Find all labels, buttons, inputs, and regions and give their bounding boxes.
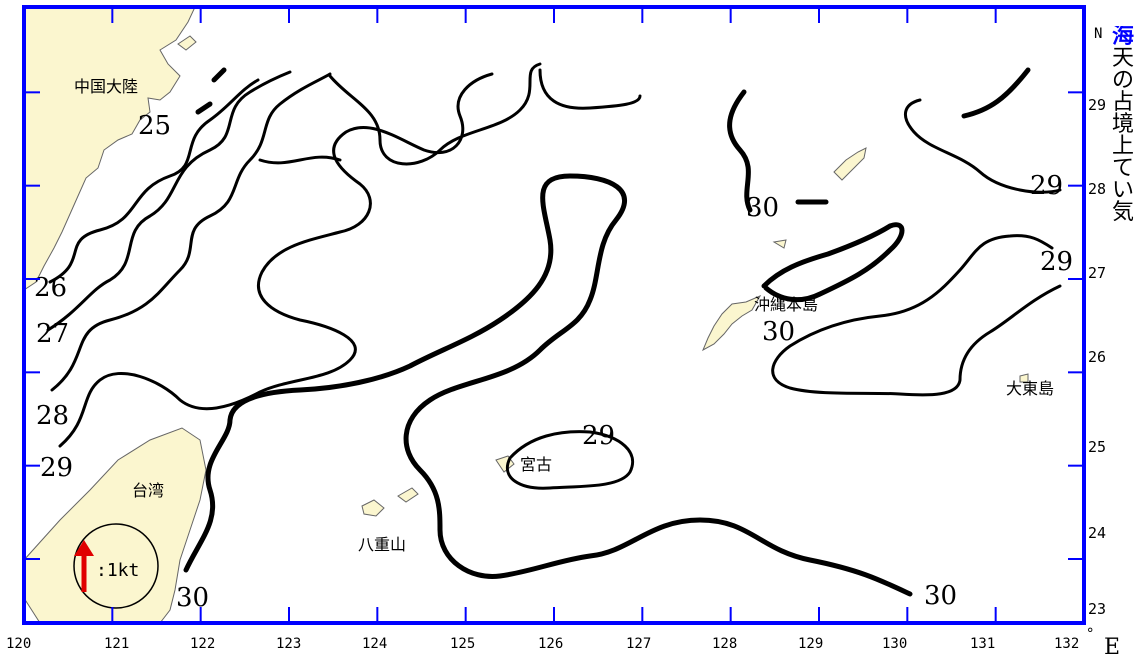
iso-label-29-ne: 29 xyxy=(1030,171,1063,201)
isotherm-29-east xyxy=(771,234,1062,397)
lat-23: 23 xyxy=(1088,600,1106,618)
side-text-line: 上 xyxy=(1112,134,1134,159)
lat-24: 24 xyxy=(1088,524,1106,542)
iso-label-27: 27 xyxy=(36,319,69,349)
scale-label: :1kt xyxy=(96,560,139,581)
iso-label-26: 26 xyxy=(34,273,67,303)
iso-label-29-e: 29 xyxy=(1040,247,1073,277)
scale-circle xyxy=(73,523,159,609)
region-miyako: 宮古 xyxy=(520,455,552,474)
region-mainland: 中国大陸 xyxy=(74,77,138,96)
side-text-line: の xyxy=(1112,68,1134,93)
region-yaeyama: 八重山 xyxy=(358,535,406,554)
isotherm-29-loop xyxy=(506,430,634,490)
taiwan-land xyxy=(23,427,207,624)
isotherm-27 xyxy=(46,70,292,332)
isotherm-29-west xyxy=(58,72,494,448)
iso-label-30-n: 30 xyxy=(746,193,779,223)
isotherm-29-north xyxy=(538,68,642,110)
isotherm-29-central xyxy=(328,62,542,166)
degree-mark: ° xyxy=(1086,626,1094,642)
lon-131: 131 xyxy=(970,636,995,652)
lon-labels: 120 121 122 123 124 125 126 127 128 129 … xyxy=(6,636,1079,652)
yaeyama-island-2 xyxy=(397,487,419,503)
okinawa-island xyxy=(701,294,762,352)
isotherm-26 xyxy=(48,78,260,284)
iso-label-30-tw: 30 xyxy=(176,583,209,613)
lon-132: 132 xyxy=(1054,636,1079,652)
region-taiwan: 台湾 xyxy=(132,481,164,500)
isotherm-lines-thin xyxy=(46,62,1062,490)
mainland-coast-stroke-2 xyxy=(195,101,213,115)
region-okinawa: 沖縄本島 xyxy=(754,295,818,314)
side-text-line: て xyxy=(1112,156,1134,181)
lat-labels: 29 28 27 26 25 24 23 xyxy=(1088,96,1106,618)
iso-label-29-miyako: 29 xyxy=(582,421,615,451)
lon-124: 124 xyxy=(362,636,387,652)
daito-island xyxy=(1019,373,1029,383)
lat-25: 25 xyxy=(1088,438,1106,456)
yaeyama-island xyxy=(361,499,385,517)
lon-127: 127 xyxy=(626,636,651,652)
iso-label-29-w: 29 xyxy=(40,453,73,483)
side-text-line: 気 xyxy=(1112,200,1134,224)
lon-126: 126 xyxy=(538,636,563,652)
coastal-island xyxy=(177,35,197,51)
isotherm-labels: 25 26 27 28 29 29 29 29 30 30 30 30 xyxy=(34,111,1073,613)
lat-29: 29 xyxy=(1088,96,1106,114)
axis-e-label: E xyxy=(1104,635,1120,660)
iso-label-28: 28 xyxy=(36,401,69,431)
lon-122: 122 xyxy=(190,636,215,652)
isotherm-30-main xyxy=(183,173,913,597)
small-island xyxy=(772,239,787,249)
lon-130: 130 xyxy=(882,636,907,652)
lon-123: 123 xyxy=(276,636,301,652)
isotherm-30-ne xyxy=(961,67,1031,119)
isotherm-29-fringe xyxy=(258,155,342,165)
isotherm-28 xyxy=(50,72,332,392)
side-text-line: 占 xyxy=(1112,90,1134,115)
lat-26: 26 xyxy=(1088,348,1106,366)
lat-27: 27 xyxy=(1088,264,1106,282)
isotherm-30-loop xyxy=(761,222,905,303)
lon-125: 125 xyxy=(450,636,475,652)
iso-label-25: 25 xyxy=(138,111,171,141)
side-text-line: 天 xyxy=(1112,46,1134,71)
current-arrow-icon xyxy=(74,540,94,592)
lat-28: 28 xyxy=(1088,180,1106,198)
side-text-line: い xyxy=(1112,178,1134,203)
side-text-column: 海 天 の 占 境 上 て い 気 xyxy=(1112,26,1134,224)
lon-129: 129 xyxy=(798,636,823,652)
iso-label-30-se: 30 xyxy=(924,581,957,611)
mainland-coast-stroke xyxy=(211,67,227,83)
isotherm-lines-bold xyxy=(183,67,1031,597)
side-text-line: 境 xyxy=(1112,112,1134,137)
side-text-title: 海 xyxy=(1112,26,1134,49)
iso-label-30-ok: 30 xyxy=(762,317,795,347)
axis-n-label: N xyxy=(1094,26,1102,42)
isotherm-30-upper xyxy=(727,89,753,213)
region-daito: 大東島 xyxy=(1006,379,1054,398)
mainland-land xyxy=(23,6,196,291)
axis-ticks xyxy=(24,7,1084,623)
lon-120: 120 xyxy=(6,636,31,652)
isotherm-29-ne xyxy=(904,98,1062,194)
lon-128: 128 xyxy=(712,636,737,652)
lon-121: 121 xyxy=(104,636,129,652)
amami-island xyxy=(833,147,867,181)
